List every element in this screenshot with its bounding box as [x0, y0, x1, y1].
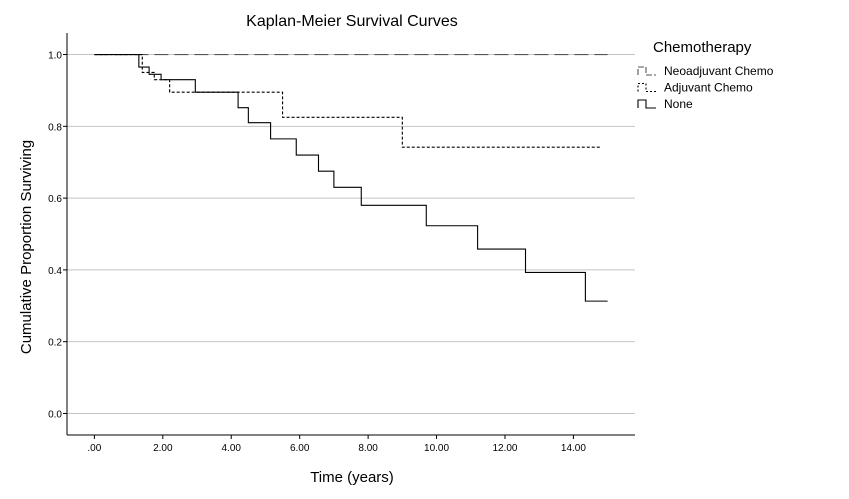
- legend-entry-label: None: [664, 97, 693, 111]
- y-tick-label: 0.2: [48, 338, 62, 349]
- legend-swatch: [637, 82, 656, 93]
- gridlines: [67, 54, 635, 414]
- x-tick-label: 12.00: [492, 443, 517, 454]
- x-axis-title: Time (years): [310, 469, 394, 486]
- x-tick-label: 8.00: [358, 443, 378, 454]
- series-none: [94, 53, 608, 302]
- y-axis-title: Cumulative Proportion Surviving: [18, 140, 35, 354]
- y-tick-label: 0.0: [48, 409, 62, 420]
- y-axis-ticks: 0.0 0.2 0.4 0.6 0.8 1.0: [48, 51, 67, 420]
- series-adjuvant-chemo: [94, 53, 601, 148]
- x-tick-label: 2.00: [153, 443, 173, 454]
- x-tick-label: 10.00: [424, 443, 449, 454]
- x-tick-label: .00: [87, 443, 101, 454]
- y-tick-label: 0.8: [48, 122, 62, 133]
- x-axis-ticks: .00 2.00 4.00 6.00 8.00 10.00 12.00 14.00: [87, 435, 586, 454]
- y-tick-label: 1.0: [48, 51, 62, 62]
- y-tick-label: 0.6: [48, 194, 62, 205]
- x-tick-label: 4.00: [222, 443, 242, 454]
- x-tick-label: 6.00: [290, 443, 310, 454]
- series-layer: [94, 53, 608, 302]
- chart-title: Kaplan-Meier Survival Curves: [246, 13, 458, 30]
- legend: Chemotherapy Neoadjuvant Chemo Adjuvant C…: [637, 39, 774, 111]
- legend-entry-label: Adjuvant Chemo: [664, 81, 753, 95]
- legend-swatch: [637, 99, 656, 109]
- legend-entry-label: Neoadjuvant Chemo: [664, 64, 774, 78]
- legend-title: Chemotherapy: [653, 39, 752, 56]
- plot-frame: [66, 33, 635, 436]
- y-tick-label: 0.4: [48, 266, 62, 277]
- legend-swatch: [637, 66, 656, 76]
- x-tick-label: 14.00: [561, 443, 586, 454]
